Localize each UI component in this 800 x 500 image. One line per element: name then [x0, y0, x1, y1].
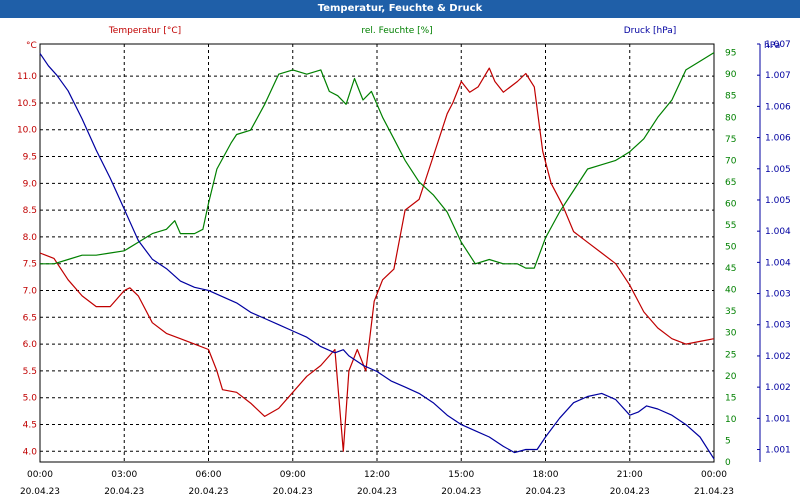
- hum-tick-label: 60: [725, 199, 737, 209]
- x-tick-date: 20.04.23: [188, 487, 228, 497]
- hum-tick-label: 95: [725, 49, 736, 59]
- humidity-line: [40, 52, 715, 269]
- press-tick-label: 1.005: [765, 196, 791, 206]
- pressure-line: [39, 53, 715, 460]
- hum-tick-label: 85: [725, 92, 736, 102]
- hum-tick-label: 45: [725, 264, 736, 274]
- press-tick-label: 1.007: [765, 40, 791, 50]
- press-tick-label: 1.004: [765, 227, 791, 237]
- x-tick-date: 20.04.23: [610, 487, 650, 497]
- x-tick-date: 20.04.23: [273, 487, 313, 497]
- hum-tick-label: 65: [725, 178, 736, 188]
- hum-tick-label: 25: [725, 350, 736, 360]
- x-tick-date: 20.04.23: [525, 487, 565, 497]
- hum-tick-label: 80: [725, 113, 737, 123]
- temp-tick-label: 7.5: [23, 260, 37, 270]
- press-tick-label: 1.007: [765, 71, 791, 81]
- x-tick-time: 03:00: [111, 470, 137, 480]
- press-tick-label: 1.004: [765, 258, 791, 268]
- temp-tick-label: 6.0: [23, 340, 38, 350]
- press-tick-label: 1.002: [765, 383, 791, 393]
- press-axis-title: Druck [hPa]: [624, 26, 677, 36]
- press-tick-label: 1.006: [765, 102, 791, 112]
- press-tick-label: 1.001: [765, 446, 791, 456]
- press-tick-label: 1.003: [765, 290, 791, 300]
- hum-tick-label: 70: [725, 156, 737, 166]
- x-tick-time: 12:00: [364, 470, 390, 480]
- temp-tick-label: 11.0: [17, 72, 37, 82]
- window-title: Temperatur, Feuchte & Druck: [0, 0, 800, 18]
- press-tick-label: 1.001: [765, 414, 791, 424]
- hum-axis-title: rel. Feuchte [%]: [361, 26, 432, 36]
- temp-tick-label: 9.0: [23, 179, 38, 189]
- x-tick-time: 00:00: [701, 470, 727, 480]
- temp-tick-label: 8.5: [23, 206, 37, 216]
- temp-tick-label: 9.5: [23, 153, 37, 163]
- x-tick-date: 21.04.23: [694, 487, 734, 497]
- x-tick-date: 20.04.23: [441, 487, 481, 497]
- hum-tick-label: 35: [725, 307, 736, 317]
- x-tick-time: 15:00: [448, 470, 474, 480]
- x-tick-time: 21:00: [617, 470, 643, 480]
- x-tick-date: 20.04.23: [104, 487, 144, 497]
- hum-tick-label: 10: [725, 415, 737, 425]
- press-tick-label: 1.002: [765, 352, 791, 362]
- hum-tick-label: 15: [725, 393, 736, 403]
- hum-tick-label: 40: [725, 286, 737, 296]
- temp-tick-label: 5.5: [23, 367, 37, 377]
- temp-axis-title: Temperatur [°C]: [108, 26, 181, 36]
- hum-tick-label: 55: [725, 221, 736, 231]
- temp-tick-label: 8.0: [23, 233, 38, 243]
- temp-tick-label: 6.5: [23, 313, 37, 323]
- axis-labels: 00:00 20.04.23 03:00 20.04.23 06:00 20.04.23 0…: [17, 40, 791, 497]
- temp-tick-label: 4.0: [23, 447, 38, 457]
- temp-tick-label: 5.0: [23, 394, 38, 404]
- x-tick-time: 18:00: [533, 470, 559, 480]
- temp-tick-label: 10.5: [17, 99, 37, 109]
- hum-tick-label: 30: [725, 329, 737, 339]
- temp-unit-label: °C: [26, 41, 37, 51]
- press-tick-label: 1.003: [765, 321, 791, 331]
- temperature-line: [39, 67, 715, 452]
- series-layer: [39, 52, 715, 460]
- hum-tick-label: 5: [725, 436, 731, 446]
- hum-tick-label: 90: [725, 70, 737, 80]
- press-tick-label: 1.005: [765, 165, 791, 175]
- grid-lines: [40, 44, 714, 462]
- temp-tick-label: 4.5: [23, 420, 37, 430]
- x-tick-date: 20.04.23: [20, 487, 60, 497]
- x-tick-time: 06:00: [196, 470, 222, 480]
- x-tick-time: 00:00: [27, 470, 53, 480]
- temp-tick-label: 10.0: [17, 126, 37, 136]
- hum-tick-label: 20: [725, 372, 737, 382]
- press-tick-label: 1.006: [765, 134, 791, 144]
- x-tick-time: 09:00: [280, 470, 306, 480]
- temp-tick-label: 7.0: [23, 287, 38, 297]
- hum-tick-label: 75: [725, 135, 736, 145]
- press-unit-label: hPa: [764, 41, 780, 51]
- hum-tick-label: 0: [725, 458, 731, 468]
- x-tick-date: 20.04.23: [357, 487, 397, 497]
- hum-tick-label: 50: [725, 243, 737, 253]
